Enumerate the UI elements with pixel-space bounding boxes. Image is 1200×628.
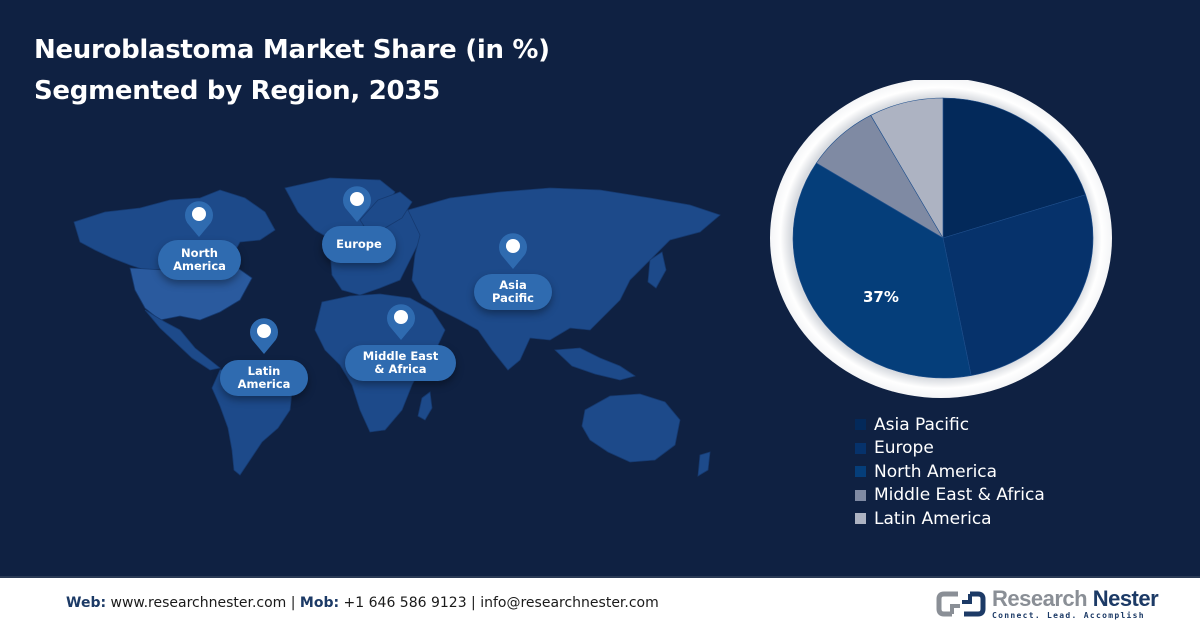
label-text: Asia: [499, 278, 527, 292]
legend-swatch: [855, 489, 866, 501]
footer: Web: www.researchnester.com | Mob: +1 64…: [0, 576, 1200, 628]
research-nester-logo: Research Nester Connect. Lead. Accomplis…: [936, 586, 1159, 620]
location-pin-icon: [499, 233, 527, 269]
region-label-north-america: North America: [158, 240, 241, 280]
legend-swatch: [855, 466, 866, 478]
legend-swatch: [855, 513, 866, 525]
pie-data-label: 37%: [863, 288, 899, 306]
title-line-1: Neuroblastoma Market Share (in %): [34, 35, 550, 65]
web-link[interactable]: www.researchnester.com |: [106, 595, 300, 611]
legend-item-latin-america: Latin America: [855, 507, 1045, 531]
label-text: North: [181, 246, 218, 260]
legend-item-north-america: North America: [855, 460, 1045, 484]
pie-chart: 37%: [770, 80, 1112, 398]
legend-label: Asia Pacific: [874, 414, 970, 435]
location-pin-icon: [185, 201, 213, 237]
pie-slice-europe: [942, 194, 1094, 376]
legend-label: Europe: [874, 438, 934, 459]
chart-title: Neuroblastoma Market Share (in %) Segmen…: [34, 30, 550, 112]
region-label-europe: Europe: [322, 226, 396, 263]
region-label-latin-america: Latin America: [220, 360, 308, 396]
logo-name-nester: Nester: [1087, 586, 1159, 611]
infographic-panel: Neuroblastoma Market Share (in %) Segmen…: [34, 30, 1112, 531]
legend-swatch: [855, 419, 866, 431]
contact-info: Web: www.researchnester.com | Mob: +1 64…: [66, 595, 659, 611]
region-label-asia-pacific: Asia Pacific: [474, 274, 552, 310]
label-text: America: [237, 377, 291, 391]
pie-slice-asia-pacific: [942, 97, 1087, 239]
phone-email: +1 646 586 9123 | info@researchnester.co…: [339, 595, 659, 611]
logo-icon: [936, 591, 986, 617]
label-text: & Africa: [374, 362, 427, 376]
mob-label: Mob:: [299, 595, 340, 611]
pie-slice-north-america: [792, 162, 972, 379]
region-label-middle-east-africa: Middle East & Africa: [345, 345, 456, 381]
label-text: Latin: [247, 364, 281, 378]
location-pin-icon: [387, 304, 415, 340]
legend-item-middle-east-africa: Middle East & Africa: [855, 484, 1045, 508]
title-line-2: Segmented by Region, 2035: [34, 76, 440, 106]
location-pin-icon: [250, 318, 278, 354]
legend-swatch: [855, 442, 866, 454]
label-text: America: [173, 259, 226, 273]
pie-slices: [792, 97, 1094, 379]
legend-label: Middle East & Africa: [874, 485, 1045, 506]
location-pin-icon: [343, 186, 371, 222]
chart-legend: Asia Pacific Europe North America Middle…: [855, 413, 1045, 531]
logo-tagline: Connect. Lead. Accomplish: [992, 611, 1145, 620]
legend-label: North America: [874, 461, 998, 482]
legend-label: Latin America: [874, 508, 992, 529]
label-text: Pacific: [492, 291, 534, 305]
label-text: Middle East: [362, 349, 439, 363]
legend-item-europe: Europe: [855, 437, 1045, 461]
pie-slice-latin-america: [870, 97, 944, 240]
web-label: Web:: [66, 595, 107, 611]
legend-item-asia-pacific: Asia Pacific: [855, 413, 1045, 437]
logo-name-research: Research: [992, 586, 1088, 611]
label-text: Europe: [336, 237, 382, 251]
